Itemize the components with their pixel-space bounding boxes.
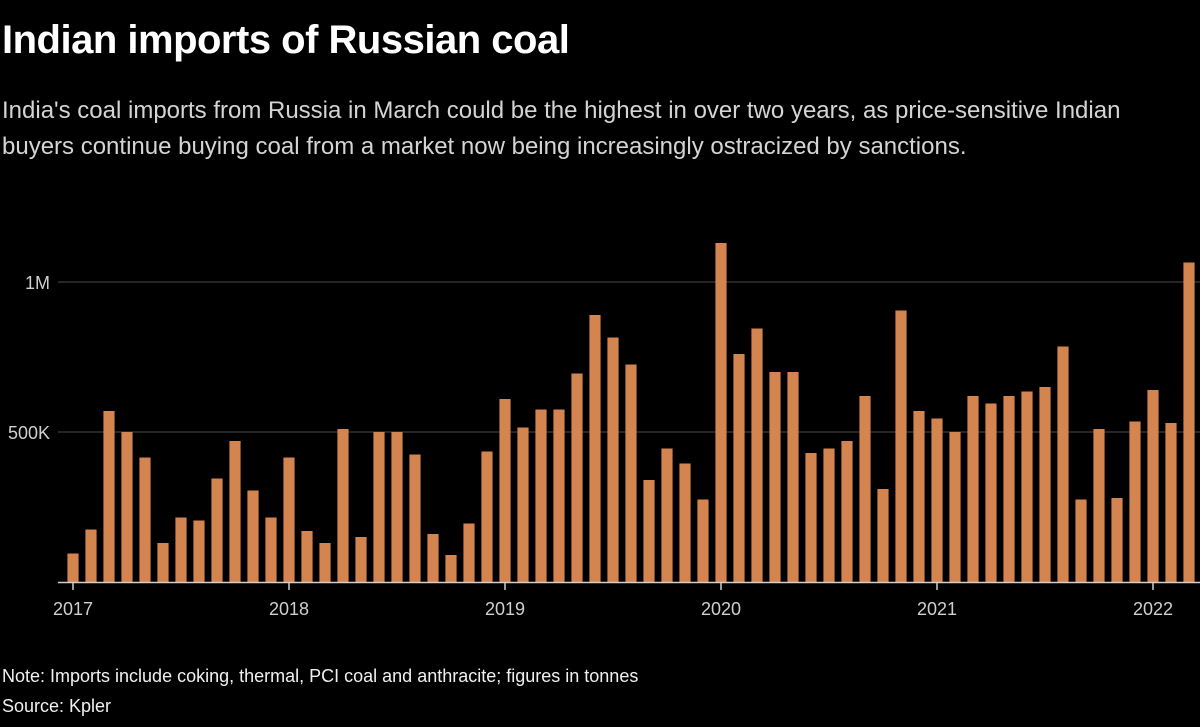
chart-note: Note: Imports include coking, thermal, P…: [2, 666, 639, 686]
bar-2018-04: [337, 429, 349, 582]
bar-2017-02: [85, 529, 97, 582]
x-tick-label-2021: 2021: [917, 599, 957, 619]
bar-2020-12: [913, 411, 925, 582]
bar-2017-04: [121, 432, 133, 582]
bar-2018-09: [427, 534, 439, 582]
bar-2018-11: [463, 523, 475, 582]
bar-2019-08: [625, 364, 637, 582]
bar-2020-01: [715, 243, 727, 582]
chart-subtitle: India's coal imports from Russia in Marc…: [2, 97, 1121, 160]
bar-2019-05: [571, 373, 583, 582]
bar-chart: 1M 500K 2017 2018 2019 2020 2021 2022: [8, 243, 1200, 619]
bar-2021-04: [985, 403, 997, 582]
bar-2019-11: [679, 463, 691, 582]
x-tick-label-2019: 2019: [485, 599, 525, 619]
bar-2018-01: [283, 457, 295, 582]
y-tick-label: 1M: [25, 273, 50, 293]
bar-2017-11: [247, 490, 259, 582]
x-tick-label-2020: 2020: [701, 599, 741, 619]
bar-2020-09: [859, 396, 871, 582]
bar-2021-03: [967, 396, 979, 582]
bar-2018-10: [445, 555, 457, 582]
bar-2022-02: [1165, 423, 1177, 582]
x-tick-label-2017: 2017: [53, 599, 93, 619]
bar-2021-11: [1111, 498, 1123, 582]
bar-2022-01: [1147, 390, 1159, 582]
bar-2018-08: [409, 454, 421, 582]
bar-2021-09: [1075, 499, 1087, 582]
bar-2017-10: [229, 441, 241, 582]
bar-2018-06: [373, 432, 385, 582]
bar-2021-06: [1021, 391, 1033, 582]
bar-2020-07: [823, 448, 835, 582]
bar-2018-12: [481, 451, 493, 582]
x-tick-label-2018: 2018: [269, 599, 309, 619]
bar-2017-06: [157, 543, 169, 582]
bar-2019-09: [643, 480, 655, 582]
bar-2018-05: [355, 537, 367, 582]
bar-2019-04: [553, 409, 565, 582]
bar-2020-04: [769, 372, 781, 582]
bar-2020-02: [733, 354, 745, 582]
bar-2017-07: [175, 517, 187, 582]
bar-2017-08: [193, 520, 205, 582]
bar-2019-06: [589, 315, 601, 582]
bar-2021-12: [1129, 421, 1141, 582]
bar-2021-01: [931, 418, 943, 582]
chart-area: 1M 500K 2017 2018 2019 2020 2021 2022: [0, 220, 1200, 630]
bar-2019-07: [607, 337, 619, 582]
bar-2018-02: [301, 531, 313, 582]
bar-2020-08: [841, 441, 853, 582]
x-tick-label-2022: 2022: [1133, 599, 1173, 619]
bar-2019-10: [661, 448, 673, 582]
bar-2021-05: [1003, 396, 1015, 582]
bar-2017-03: [103, 411, 115, 582]
bar-2017-12: [265, 517, 277, 582]
bar-2020-05: [787, 372, 799, 582]
bar-2019-01: [499, 399, 511, 582]
bar-2022-03: [1183, 262, 1195, 582]
bar-2021-10: [1093, 429, 1105, 582]
bar-2020-10: [877, 489, 889, 582]
bar-2018-07: [391, 432, 403, 582]
bar-2019-12: [697, 499, 709, 582]
chart-title: Indian imports of Russian coal: [2, 18, 570, 62]
bar-2021-07: [1039, 387, 1051, 582]
bar-2017-01: [67, 553, 79, 582]
y-tick-label: 500K: [8, 423, 50, 443]
bar-2021-08: [1057, 346, 1069, 582]
bar-2017-09: [211, 478, 223, 582]
chart-source: Source: Kpler: [2, 696, 112, 716]
bar-2020-11: [895, 310, 907, 582]
bar-2020-06: [805, 453, 817, 582]
bar-2018-03: [319, 543, 331, 582]
bar-2017-05: [139, 457, 151, 582]
bar-2020-03: [751, 328, 763, 582]
bar-2019-02: [517, 427, 529, 582]
bar-2021-02: [949, 432, 961, 582]
bar-2019-03: [535, 409, 547, 582]
